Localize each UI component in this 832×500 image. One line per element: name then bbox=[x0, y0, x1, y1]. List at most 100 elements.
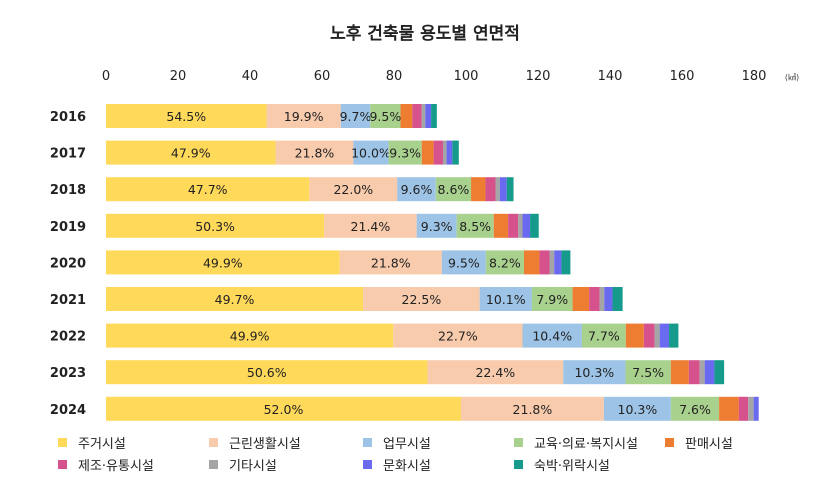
bar-segment bbox=[388, 140, 422, 165]
bar-segment bbox=[446, 140, 453, 165]
bar-segment bbox=[353, 140, 389, 165]
year-label: 2022 bbox=[50, 330, 86, 345]
legend-swatch bbox=[209, 460, 218, 469]
bar-segment bbox=[589, 287, 600, 311]
bar-segment bbox=[106, 177, 310, 202]
bar-segment bbox=[499, 177, 507, 202]
x-axis-ticks: 0 20 40 60 80 100 120 140 160 180 bbox=[102, 69, 767, 84]
legend-swatch bbox=[363, 460, 372, 469]
bar-segment bbox=[452, 140, 459, 165]
bar-segment bbox=[340, 104, 371, 128]
legend-swatch bbox=[514, 438, 523, 447]
bar-value-label: 7.6% bbox=[679, 402, 711, 417]
bar-segment bbox=[433, 140, 443, 165]
bar-segment bbox=[518, 213, 523, 238]
bar-value-label: 9.7% bbox=[340, 109, 372, 124]
x-tick-label: 100 bbox=[454, 69, 479, 84]
bar-segment bbox=[495, 177, 500, 202]
bar-value-label: 47.7% bbox=[188, 182, 228, 197]
bar-segment bbox=[421, 140, 434, 165]
legend-swatch bbox=[363, 438, 372, 447]
x-tick-label: 180 bbox=[742, 69, 767, 84]
bar-segment bbox=[506, 177, 514, 202]
bar-segment bbox=[699, 360, 705, 385]
legend-swatch bbox=[209, 438, 218, 447]
chart-title: 노후 건축물 용도별 연면적 bbox=[330, 23, 520, 44]
bar-value-label: 21.8% bbox=[513, 402, 553, 417]
bar-segment bbox=[522, 213, 531, 238]
legend-label: 제조·유통시설 bbox=[78, 459, 154, 474]
bar-value-label: 10.1% bbox=[486, 292, 526, 307]
legend-label: 주거시설 bbox=[78, 437, 126, 452]
bar-value-label: 10.0% bbox=[351, 146, 391, 161]
bar-segment bbox=[460, 396, 604, 421]
bar-segment bbox=[106, 287, 364, 311]
bar-segment bbox=[363, 287, 480, 311]
year-label: 2024 bbox=[50, 403, 86, 418]
bar-segment bbox=[531, 287, 573, 311]
bar-segment bbox=[275, 140, 354, 165]
bar-segment bbox=[549, 250, 555, 275]
bar-segment bbox=[670, 396, 720, 421]
bar-segment bbox=[748, 396, 754, 421]
legend-swatch bbox=[58, 460, 67, 469]
bar-value-label: 8.6% bbox=[438, 182, 470, 197]
y-axis-category-labels: 2016 2017 2018 2019 2020 2021 2022 2023 2024 bbox=[50, 110, 86, 418]
bar-segment bbox=[563, 360, 626, 385]
legend-swatch bbox=[58, 438, 67, 447]
bar-segment bbox=[561, 250, 571, 275]
bar-segment bbox=[753, 396, 759, 421]
bar-segment bbox=[412, 104, 422, 128]
year-label: 2020 bbox=[50, 256, 86, 271]
bar-segment bbox=[266, 104, 341, 128]
bar-segment bbox=[106, 213, 325, 238]
bar-segment bbox=[522, 323, 582, 348]
bar-segment bbox=[435, 177, 472, 202]
bar-segment bbox=[599, 287, 605, 311]
bar-value-label: 49.9% bbox=[230, 329, 270, 344]
bar-segment bbox=[654, 323, 660, 348]
year-label: 2019 bbox=[50, 220, 86, 235]
bar-segment bbox=[659, 323, 670, 348]
year-label: 2017 bbox=[50, 147, 86, 162]
bar-value-label: 10.3% bbox=[574, 365, 614, 380]
bar-value-label: 22.0% bbox=[333, 182, 373, 197]
bar-segment bbox=[719, 396, 739, 421]
bar-segment bbox=[485, 250, 524, 275]
bar-value-label: 7.7% bbox=[588, 329, 620, 344]
legend-label: 숙박·위락시설 bbox=[534, 459, 610, 474]
bar-segment bbox=[625, 323, 644, 348]
bar-value-label: 9.3% bbox=[389, 146, 421, 161]
bar-value-label: 19.9% bbox=[284, 109, 324, 124]
bar-value-label: 22.7% bbox=[438, 329, 478, 344]
bar-segment bbox=[471, 177, 486, 202]
legend-label: 근린생활시설 bbox=[229, 437, 301, 452]
bar-segment bbox=[106, 250, 340, 275]
bar-value-label: 21.4% bbox=[351, 219, 391, 234]
year-label: 2018 bbox=[50, 183, 86, 198]
bar-value-label: 10.4% bbox=[532, 329, 572, 344]
bar-value-label: 50.3% bbox=[195, 219, 235, 234]
legend-label: 교육·의료·복지시설 bbox=[534, 437, 638, 452]
bar-value-label: 22.4% bbox=[475, 365, 515, 380]
bar-value-label: 9.6% bbox=[401, 182, 433, 197]
x-tick-label: 80 bbox=[386, 69, 403, 84]
legend-label: 기타시설 bbox=[229, 459, 277, 474]
bar-segment bbox=[339, 250, 442, 275]
year-label: 2016 bbox=[50, 110, 86, 125]
bar-value-label: 8.2% bbox=[489, 255, 521, 270]
bar-value-label: 7.5% bbox=[632, 365, 664, 380]
x-tick-label: 40 bbox=[242, 69, 259, 84]
bar-segment bbox=[688, 360, 700, 385]
bar-value-label: 22.5% bbox=[402, 292, 442, 307]
bar-segment bbox=[416, 213, 457, 238]
bar-segment bbox=[704, 360, 715, 385]
bar-segment bbox=[714, 360, 725, 385]
x-tick-label: 140 bbox=[598, 69, 623, 84]
bar-segment bbox=[612, 287, 623, 311]
bar-segment bbox=[523, 250, 540, 275]
bar-segment bbox=[427, 360, 564, 385]
x-tick-label: 160 bbox=[670, 69, 695, 84]
bar-value-label: 49.7% bbox=[215, 292, 255, 307]
